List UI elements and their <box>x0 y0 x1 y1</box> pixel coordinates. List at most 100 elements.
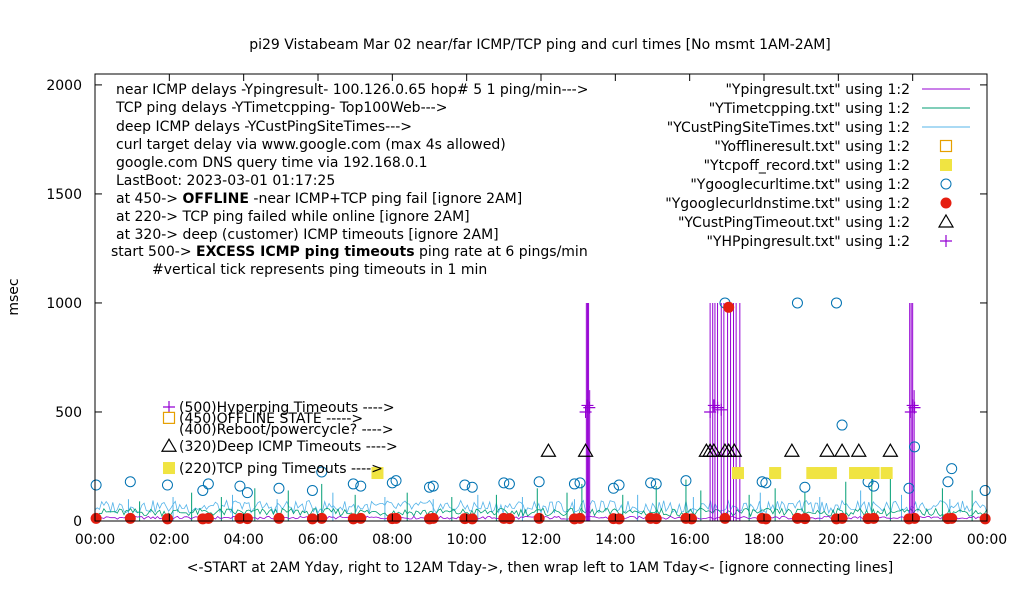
info-line-0: near ICMP delays -Ypingresult- 100.126.0… <box>116 82 588 98</box>
key-marker-3 <box>160 438 178 452</box>
series-line-2 <box>94 507 988 518</box>
point-sq-fill-6 <box>849 467 862 480</box>
point-triangle-11 <box>850 443 867 457</box>
x-tick-label: 08:00 <box>372 532 412 548</box>
point-plus-6 <box>715 403 728 416</box>
point-triangle-0 <box>540 443 557 457</box>
point-dot-4 <box>202 512 214 524</box>
legend-label: "YCustPingTimeout.txt" using 1:2 <box>678 215 910 231</box>
key-marker-0 <box>163 400 175 413</box>
x-axis-label: <-START at 2AM Yday, right to 12AM Tday-… <box>187 560 893 576</box>
info-line-7: at 220-> TCP ping failed while online [i… <box>116 209 470 225</box>
legend: "Ypingresult.txt" using 1:2 "YTimetcpping… <box>665 82 970 250</box>
legend-swatch-6 <box>940 197 952 209</box>
info-line-6: at 450-> OFFLINE -near ICMP+TCP ping fai… <box>116 191 522 207</box>
point-dot-28 <box>686 513 698 525</box>
legend-swatch-4 <box>940 159 952 171</box>
y-axis-label: msec <box>6 278 22 315</box>
point-dot-43 <box>979 513 991 525</box>
x-tick-label: 10:00 <box>446 532 486 548</box>
point-dot-24 <box>613 513 625 525</box>
point-circle-40 <box>946 463 958 475</box>
key-label: (400)Reboot/powercycle? ----> <box>179 422 394 438</box>
legend-label: "Ygooglecurldnstime.txt" using 1:2 <box>665 196 910 212</box>
point-dot-22 <box>574 512 586 524</box>
y-tick-label: 0 <box>73 514 82 530</box>
point-dot-29 <box>719 512 731 524</box>
info-line-3: curl target delay via www.google.com (ma… <box>116 137 506 153</box>
point-circle-7 <box>273 482 285 494</box>
x-tick-label: 22:00 <box>892 532 932 548</box>
info-text: near ICMP delays -Ypingresult- 100.126.0… <box>111 82 588 278</box>
point-circle-1 <box>124 476 136 488</box>
point-dot-42 <box>946 512 958 524</box>
x-tick-label: 18:00 <box>744 532 784 548</box>
key-marker-1 <box>162 411 176 424</box>
key-label: (220)TCP ping Timeouts ----> <box>179 461 383 477</box>
x-tick-label: 16:00 <box>669 532 709 548</box>
point-circle-27 <box>680 475 692 487</box>
point-circle-10 <box>347 478 359 490</box>
legend-label: "Yofflineresult.txt" using 1:2 <box>714 139 910 155</box>
point-circle-4 <box>202 478 214 490</box>
point-sq-fill-7 <box>858 467 871 480</box>
point-plus-9 <box>908 401 921 414</box>
point-circle-9 <box>316 466 328 478</box>
info-line-1: TCP ping delays -YTimetcpping- Top100Web… <box>115 100 447 116</box>
point-circle-26 <box>650 478 662 490</box>
x-tick-label: 04:00 <box>223 532 263 548</box>
x-tick-label: 00:00 <box>75 532 115 548</box>
point-circle-23 <box>607 482 619 494</box>
point-circle-34 <box>836 419 848 431</box>
point-dot-2 <box>161 513 173 525</box>
event-key: (500)Hyperping Timeouts ---->(450)OFFLIN… <box>160 400 398 477</box>
point-sq-fill-4 <box>815 467 828 480</box>
point-circle-17 <box>466 481 478 493</box>
point-plus-3 <box>704 405 717 418</box>
legend-swatch-5 <box>940 178 952 190</box>
point-dot-17 <box>466 513 478 525</box>
point-circle-36 <box>868 480 880 492</box>
point-circle-3 <box>197 484 209 496</box>
point-circle-41 <box>979 484 991 496</box>
point-sq-fill-9 <box>880 467 893 480</box>
legend-label: "YHPpingresult.txt" using 1:2 <box>706 234 910 250</box>
key-label: (320)Deep ICMP Timeouts ----> <box>179 439 398 455</box>
legend-swatch-3 <box>939 139 953 153</box>
y-tick-label: 500 <box>55 405 82 421</box>
point-circle-32 <box>799 481 811 493</box>
point-triangle-10 <box>834 443 851 457</box>
point-triangle-1 <box>577 443 594 457</box>
point-circle-33 <box>830 297 842 309</box>
point-plus-2 <box>583 401 596 414</box>
point-circle-31 <box>791 297 803 309</box>
point-dot-8 <box>306 513 318 525</box>
x-tick-label: 20:00 <box>818 532 858 548</box>
point-dot-38 <box>868 512 880 524</box>
point-plus-8 <box>906 399 919 412</box>
x-tick-label: 02:00 <box>149 532 189 548</box>
point-dot-20 <box>533 512 545 524</box>
y-tick-label: 1000 <box>46 296 82 312</box>
point-dot-34 <box>799 513 811 525</box>
point-circle-8 <box>306 484 318 496</box>
point-dot-15 <box>427 512 439 524</box>
x-tick-label: 00:00 <box>967 532 1007 548</box>
point-circle-11 <box>355 480 367 492</box>
x-tick-label: 06:00 <box>298 532 338 548</box>
point-dot-40 <box>909 512 921 524</box>
point-sq-fill-3 <box>806 467 819 480</box>
series-line-3 <box>94 499 988 515</box>
legend-label: "YTimetcpping.txt" using 1:2 <box>709 101 910 117</box>
point-dot-32 <box>760 513 772 525</box>
point-dot-1 <box>124 512 136 524</box>
point-sq-fill-8 <box>867 467 880 480</box>
point-sq-fill-5 <box>824 467 837 480</box>
point-triangle-9 <box>819 443 836 457</box>
point-dot-11 <box>355 512 367 524</box>
legend-label: "YCustPingSiteTimes.txt" using 1:2 <box>667 120 910 136</box>
chart-title: pi29 Vistabeam Mar 02 near/far ICMP/TCP … <box>249 37 831 53</box>
point-circle-22 <box>574 477 586 489</box>
point-dot-7 <box>273 512 285 524</box>
